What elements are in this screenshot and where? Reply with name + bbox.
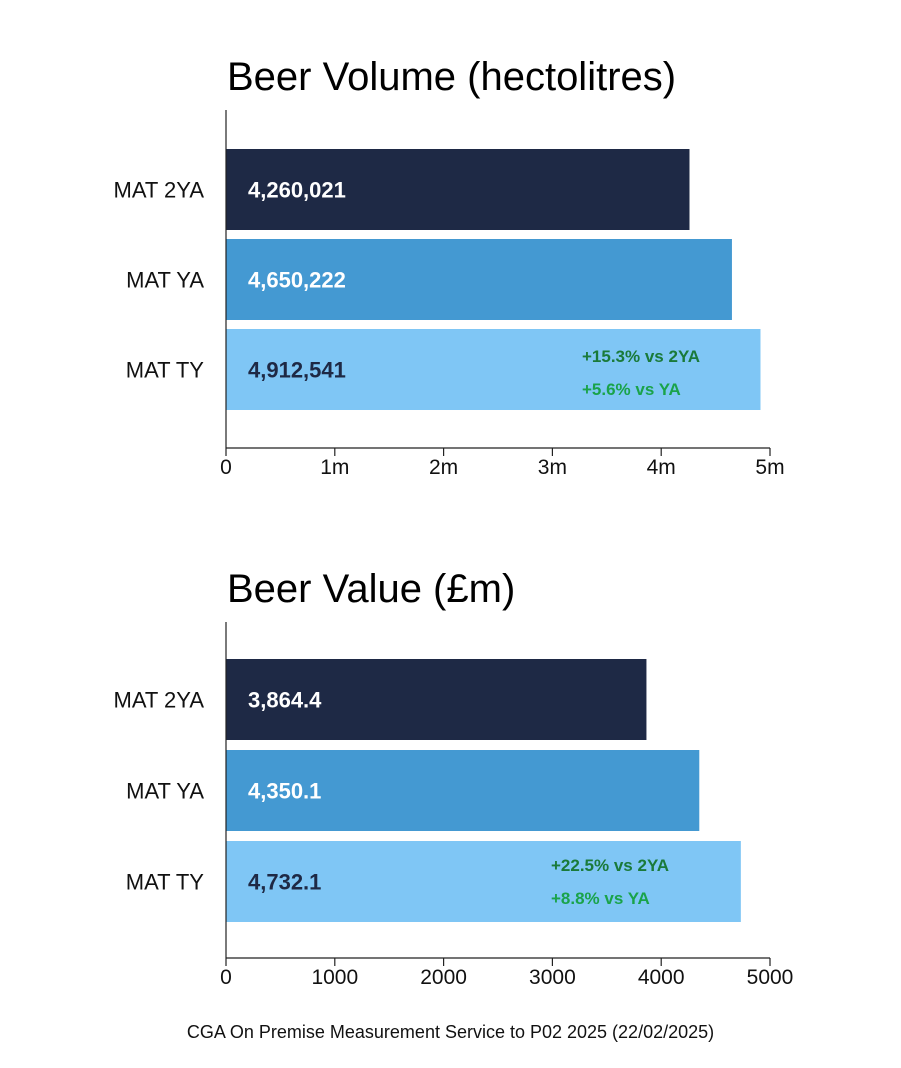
x-tick-label: 5m bbox=[755, 456, 784, 479]
x-tick-label: 2000 bbox=[420, 966, 467, 989]
annotation: +8.8% vs YA bbox=[551, 889, 650, 908]
bar bbox=[226, 750, 700, 831]
bar bbox=[226, 329, 761, 410]
x-tick-label: 0 bbox=[220, 456, 232, 479]
category-label: MAT TY bbox=[126, 358, 205, 383]
chart-title: Beer Volume (hectolitres) bbox=[227, 55, 676, 99]
chart-title: Beer Value (£m) bbox=[227, 567, 515, 611]
chart-2: Beer Value (£m) 3,864.4 MAT 2YA 4,350.1 MAT … bbox=[114, 567, 794, 989]
x-tick-label: 3m bbox=[538, 456, 567, 479]
bar bbox=[226, 841, 741, 922]
bar bbox=[226, 659, 647, 740]
x-tick-label: 3000 bbox=[529, 966, 576, 989]
data-label: 4,350.1 bbox=[248, 779, 321, 804]
category-label: MAT 2YA bbox=[114, 688, 205, 713]
data-label: 4,650,222 bbox=[248, 268, 346, 293]
x-tick-label: 2m bbox=[429, 456, 458, 479]
x-tick-label: 4000 bbox=[638, 966, 685, 989]
x-tick-label: 1000 bbox=[311, 966, 358, 989]
annotation: +5.6% vs YA bbox=[582, 380, 681, 399]
bar bbox=[226, 149, 690, 230]
bar bbox=[226, 239, 732, 320]
category-label: MAT 2YA bbox=[114, 178, 205, 203]
data-label: 4,732.1 bbox=[248, 870, 321, 895]
category-label: MAT YA bbox=[126, 268, 204, 293]
chart-1: Beer Volume (hectolitres) 4,260,021 MAT 2Y… bbox=[114, 55, 785, 479]
category-label: MAT TY bbox=[126, 870, 205, 895]
annotation: +15.3% vs 2YA bbox=[582, 347, 700, 366]
x-tick-label: 4m bbox=[647, 456, 676, 479]
x-tick-label: 1m bbox=[320, 456, 349, 479]
x-tick-label: 0 bbox=[220, 966, 232, 989]
source-note: CGA On Premise Measurement Service to P0… bbox=[186, 1022, 715, 1042]
x-tick-label: 5000 bbox=[747, 966, 794, 989]
data-label: 3,864.4 bbox=[248, 688, 322, 713]
data-label: 4,912,541 bbox=[248, 358, 346, 383]
annotation: +22.5% vs 2YA bbox=[551, 856, 669, 875]
category-label: MAT YA bbox=[126, 779, 204, 804]
data-label: 4,260,021 bbox=[248, 178, 346, 203]
